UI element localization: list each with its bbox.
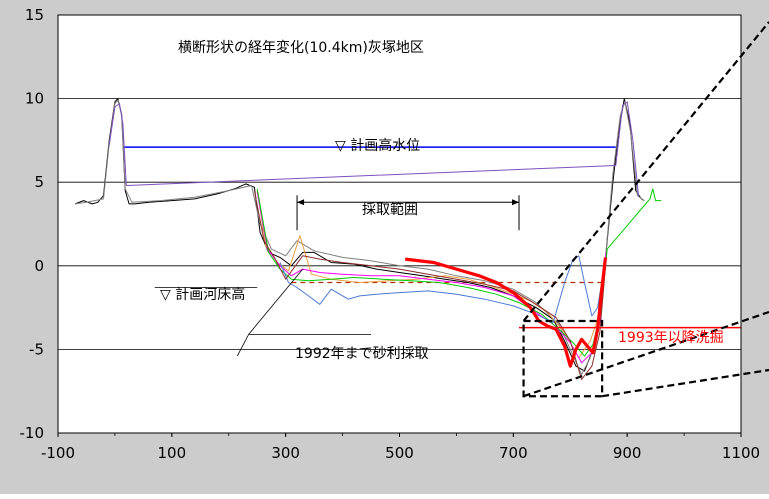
y-tick-label: -5: [29, 340, 44, 358]
series-line: [279, 255, 605, 324]
bed-label: ▽ 計画河床高: [160, 286, 245, 303]
y-tick-label: 15: [25, 6, 44, 24]
mining-label: 1992年まで砂利採取: [295, 346, 429, 362]
zoom-projection-line: [601, 368, 769, 398]
x-tick-label: 100: [158, 444, 187, 462]
zoom-box: [522, 319, 604, 398]
tick-layer: -10 -5 0 5 10 15 -100 100 300 500 700 900 1100: [20, 6, 761, 462]
mining-leader-diag: [248, 268, 304, 335]
hwl-label: ▽ 計画高水位: [335, 137, 420, 154]
series-line: [256, 188, 662, 357]
zoom-projection-line: [522, 21, 769, 322]
reference-layer: [123, 146, 616, 284]
chart-title: 横断形状の経年変化(10.4km)灰塚地区: [178, 39, 424, 56]
range-arrow-left: [297, 199, 305, 206]
overlay-layer: [154, 21, 769, 398]
x-tick-label: 500: [385, 444, 414, 462]
series-line-bold: [405, 257, 608, 368]
x-tick-label: 700: [499, 444, 528, 462]
range-arrow-right: [512, 199, 520, 206]
y-tick-label: 0: [34, 257, 44, 275]
y-tick-label: 10: [25, 90, 44, 108]
scour-label: 1993年以降洗掘: [618, 330, 724, 346]
y-tick-label: 5: [34, 173, 44, 191]
plot-area: [58, 15, 741, 433]
x-tick-label: 1100: [722, 444, 760, 462]
x-tick-label: 900: [613, 444, 642, 462]
mining-range-label: 採取範囲: [362, 201, 418, 218]
series-line: [256, 192, 607, 364]
y-tick-label: -10: [20, 424, 45, 442]
series-line: [253, 190, 606, 380]
x-tick-label: -100: [41, 444, 75, 462]
x-tick-label: 300: [271, 444, 300, 462]
series-layer: [74, 98, 662, 380]
series-line: [108, 101, 639, 196]
